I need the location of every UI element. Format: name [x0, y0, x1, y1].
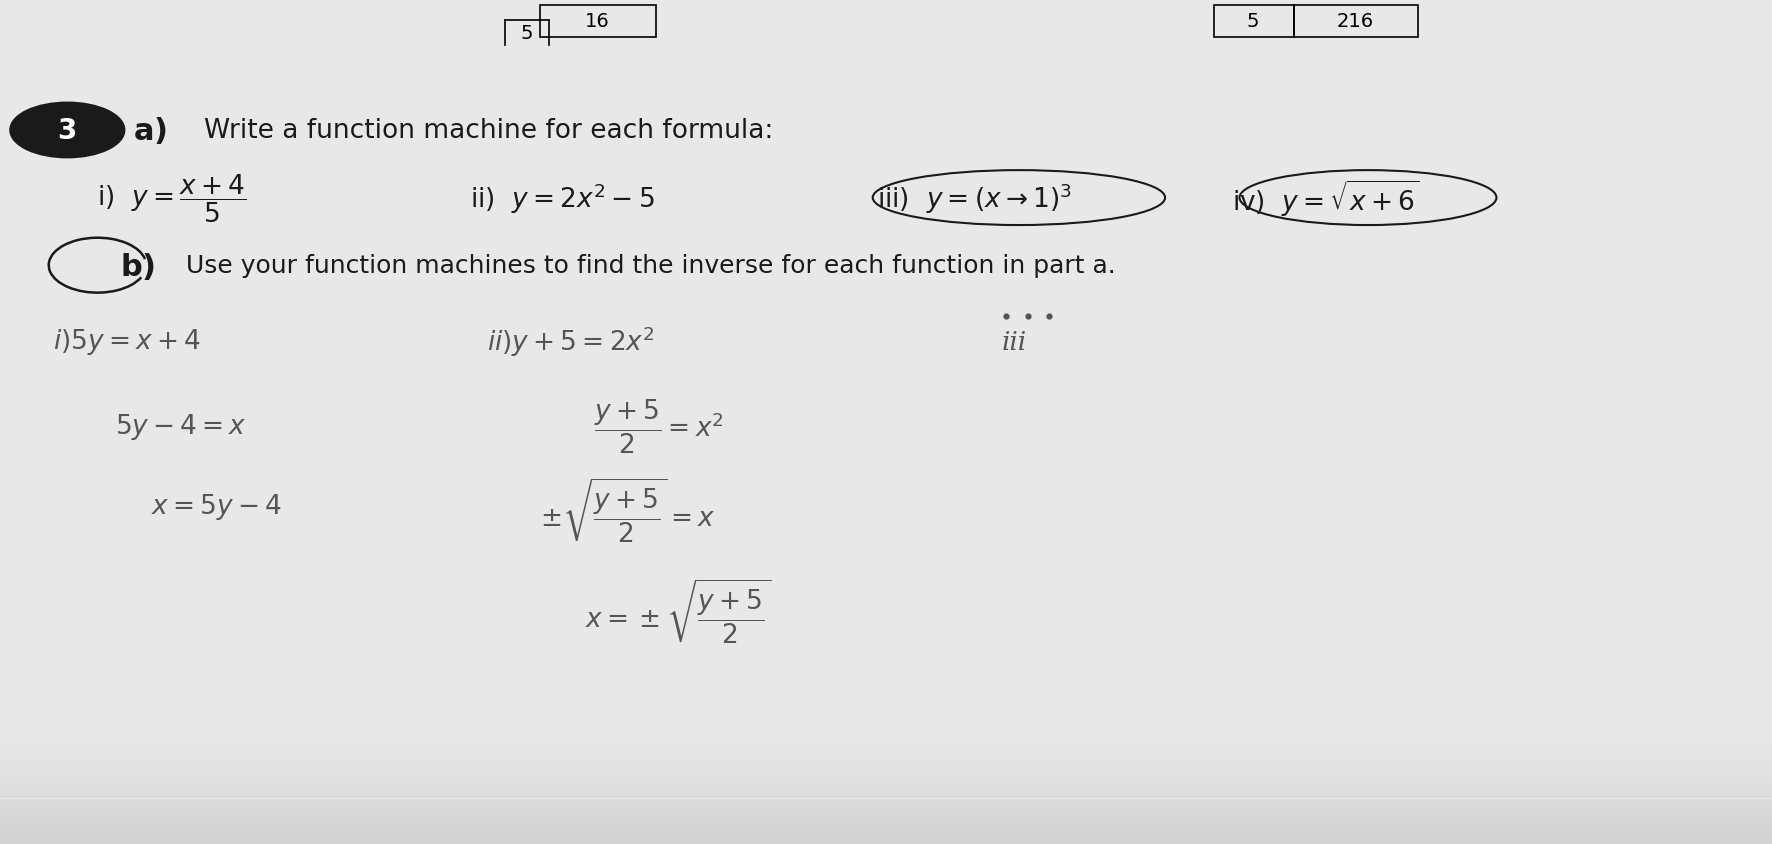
Bar — [0, 757, 1772, 760]
Bar — [0, 774, 1772, 776]
Text: iii: iii — [1001, 329, 1026, 354]
Text: iii)  $y = (x \to 1)^3$: iii) $y = (x \to 1)^3$ — [877, 181, 1072, 215]
Bar — [0, 803, 1772, 804]
Bar — [0, 815, 1772, 817]
Bar — [0, 801, 1772, 803]
Bar — [0, 784, 1772, 786]
Bar — [0, 834, 1772, 836]
Text: i)  $y = \dfrac{x+4}{5}$: i) $y = \dfrac{x+4}{5}$ — [97, 172, 246, 225]
Bar — [0, 831, 1772, 834]
Bar — [1214, 6, 1294, 38]
Bar — [0, 827, 1772, 830]
Bar — [0, 790, 1772, 793]
Bar — [0, 825, 1772, 827]
Bar — [0, 794, 1772, 797]
Text: $\mathbf{a)}$: $\mathbf{a)}$ — [133, 116, 167, 146]
Bar — [0, 807, 1772, 809]
Text: $\pm\sqrt{\dfrac{y+5}{2}} = x$: $\pm\sqrt{\dfrac{y+5}{2}} = x$ — [540, 476, 716, 545]
Bar — [0, 753, 1772, 755]
Bar — [0, 743, 1772, 744]
Bar — [0, 809, 1772, 811]
Text: 5: 5 — [1246, 13, 1260, 31]
Bar — [0, 793, 1772, 794]
Bar — [0, 780, 1772, 782]
Bar — [0, 741, 1772, 743]
Bar — [0, 798, 1772, 801]
Bar — [0, 771, 1772, 774]
Bar — [0, 820, 1772, 821]
Text: $i)  5y = x + 4$: $i) 5y = x + 4$ — [53, 327, 200, 357]
Text: 216: 216 — [1338, 13, 1373, 31]
Text: 5: 5 — [519, 24, 533, 43]
Bar — [0, 817, 1772, 820]
Bar — [0, 782, 1772, 784]
Bar — [0, 751, 1772, 753]
Bar — [0, 840, 1772, 842]
Bar — [0, 836, 1772, 838]
Bar — [0, 842, 1772, 844]
Bar — [0, 824, 1772, 825]
Text: Use your function machines to find the inverse for each function in part a.: Use your function machines to find the i… — [186, 254, 1116, 278]
Bar — [0, 764, 1772, 766]
Text: $ii)  y + 5 = 2x^{2}$: $ii) y + 5 = 2x^{2}$ — [487, 325, 656, 359]
Text: $\dfrac{y+5}{2} = x^2$: $\dfrac{y+5}{2} = x^2$ — [594, 398, 723, 455]
Text: ii)  $y = 2x^2 - 5$: ii) $y = 2x^2 - 5$ — [470, 181, 654, 215]
Bar — [0, 744, 1772, 747]
Circle shape — [11, 104, 124, 158]
Bar — [0, 830, 1772, 831]
Bar — [540, 6, 656, 38]
Bar — [0, 805, 1772, 807]
Text: 16: 16 — [585, 13, 610, 31]
Bar — [0, 747, 1772, 749]
Text: $x = \pm\sqrt{\dfrac{y+5}{2}}$: $x = \pm\sqrt{\dfrac{y+5}{2}}$ — [585, 577, 771, 647]
Text: $\mathbf{b)}$: $\mathbf{b)}$ — [120, 251, 156, 281]
Bar — [0, 797, 1772, 798]
Bar — [0, 767, 1772, 770]
Bar — [0, 838, 1772, 840]
Bar — [0, 811, 1772, 813]
Bar — [0, 770, 1772, 771]
Text: iv)  $y = \sqrt{x+6}$: iv) $y = \sqrt{x+6}$ — [1232, 178, 1419, 219]
Text: $5y - 4 = x$: $5y - 4 = x$ — [115, 411, 246, 441]
Bar — [0, 778, 1772, 780]
Bar — [0, 760, 1772, 761]
Text: $x = 5y - 4$: $x = 5y - 4$ — [151, 491, 282, 522]
Bar — [0, 761, 1772, 763]
Bar — [0, 788, 1772, 790]
Bar — [0, 813, 1772, 815]
Text: 3: 3 — [58, 116, 76, 145]
Text: Write a function machine for each formula:: Write a function machine for each formul… — [204, 118, 773, 143]
Bar — [0, 766, 1772, 767]
Bar — [0, 755, 1772, 757]
Bar — [0, 821, 1772, 824]
Bar — [0, 749, 1772, 751]
Bar — [0, 786, 1772, 788]
Bar — [1294, 6, 1418, 38]
Bar — [0, 776, 1772, 778]
